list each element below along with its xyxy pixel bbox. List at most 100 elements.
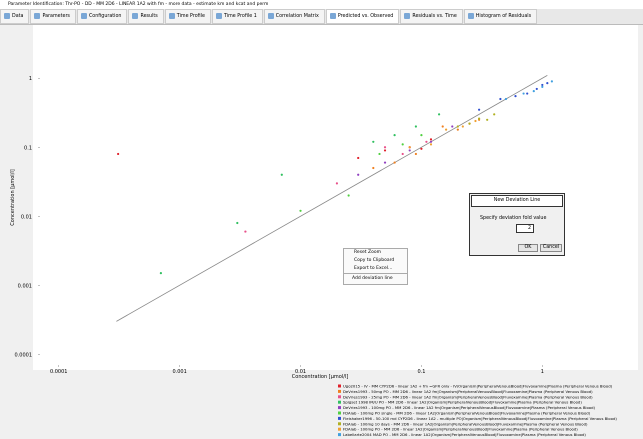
y-tick-label: 0.001: [18, 283, 32, 289]
legend-label: FDAlab - 100mg 10 days - MM 2D6 - linear…: [343, 421, 588, 426]
point: [372, 166, 375, 170]
point: [244, 230, 247, 233]
point: [478, 117, 481, 120]
point: [117, 152, 120, 156]
tab[interactable]: Data: [0, 9, 30, 24]
point: [347, 194, 350, 197]
tab[interactable]: Correlation Matrix: [263, 9, 325, 24]
cancel-button[interactable]: Cancel: [540, 244, 562, 252]
legend-label: Labellarte2004 MAD PO - MM 2D6 - linear …: [343, 432, 586, 437]
legend-label: Fleishaker1996 - 50-100 md CYP2D6 - line…: [343, 416, 617, 421]
point: [372, 140, 375, 143]
point: [456, 125, 459, 128]
point: [499, 97, 502, 101]
point: [408, 149, 411, 152]
point: [378, 152, 381, 156]
point: [456, 128, 459, 131]
ok-button[interactable]: OK: [518, 244, 538, 252]
point: [451, 125, 454, 128]
x-tick-label: 0.0001: [50, 369, 68, 375]
y-tick-label: 0.1: [24, 145, 32, 151]
point: [429, 143, 433, 146]
point: [401, 143, 404, 146]
legend-label: FDAlab - 100mg PO - MM 2D6 - linear 1A2|…: [343, 427, 578, 432]
tab[interactable]: Time Profile: [164, 9, 211, 24]
point: [414, 125, 417, 128]
point: [474, 119, 477, 123]
point: [393, 161, 396, 164]
point: [236, 221, 239, 225]
point: [441, 125, 444, 128]
point: [514, 95, 517, 98]
menu-item[interactable]: Copy to Clipboard: [354, 258, 395, 263]
menu-item[interactable]: Export to Excel...: [354, 266, 393, 271]
point: [535, 87, 538, 91]
dialog-prompt: Specify deviation fold value: [480, 216, 547, 221]
point: [159, 272, 162, 275]
point: [546, 82, 549, 85]
point: [504, 97, 508, 101]
point: [478, 108, 481, 111]
menu-item[interactable]: Reset Zoom: [354, 250, 381, 255]
tab[interactable]: Histogram of Residuals: [463, 9, 538, 24]
y-axis-label: Concentration [µmol/l]: [10, 169, 16, 225]
tab[interactable]: Parameters: [30, 9, 76, 24]
legend-swatch: [338, 384, 341, 388]
point: [414, 152, 417, 156]
point: [468, 122, 471, 125]
x-tick-label: 1: [541, 369, 544, 375]
tab[interactable]: Results: [128, 9, 164, 24]
tab[interactable]: Predicted vs. Observed: [325, 9, 400, 24]
point: [420, 134, 423, 137]
point: [280, 173, 283, 176]
point: [408, 146, 411, 149]
y-tick-label: 0.01: [21, 214, 32, 220]
legend-label: FDAlab - 100mg PO single - MM 2D6 - line…: [343, 411, 591, 416]
legend-swatch: [338, 427, 341, 431]
legend-swatch: [338, 400, 341, 404]
legend-label: DeVries1993 - 100mg PO - MM 2D6 - linear…: [343, 405, 596, 410]
tab[interactable]: Residuals vs. Time: [400, 9, 463, 24]
point: [357, 173, 360, 176]
point: [393, 134, 396, 137]
point: [299, 209, 302, 212]
dialog-title: New Deviation Line: [471, 195, 563, 207]
point: [383, 149, 387, 152]
y-tick-label: 0.0001: [15, 352, 33, 358]
point: [401, 152, 404, 156]
point: [437, 113, 441, 116]
point: [522, 92, 525, 95]
fold-input[interactable]: 2: [516, 224, 534, 233]
legend-swatch: [338, 395, 341, 399]
point: [532, 90, 535, 93]
context-menu: Reset Zoom Copy to Clipboard Export to Exc…: [343, 248, 408, 285]
point: [550, 80, 553, 83]
window-title: Parameter Identification: Thr-PO - DD - …: [0, 0, 643, 9]
point: [383, 146, 387, 149]
point: [526, 92, 529, 95]
legend-label: Spigset 1998 IM/U PO - MM 2D6 - linear 1…: [343, 400, 582, 405]
x-tick-label: 0.1: [417, 369, 425, 375]
point: [429, 140, 433, 143]
x-tick-label: 0.01: [295, 369, 306, 375]
legend-label: Ugo2015 - IV - MM CYP2D6 - linear 1A2 + …: [343, 384, 613, 389]
point: [357, 156, 360, 160]
point: [541, 85, 544, 88]
point: [541, 83, 544, 87]
legend-swatch: [338, 433, 341, 437]
dialog: New Deviation Line Specify deviation fol…: [469, 193, 565, 256]
point: [461, 125, 464, 128]
menu-item[interactable]: Add deviation line: [344, 273, 407, 284]
legend-swatch: [338, 389, 341, 393]
legend-swatch: [338, 411, 341, 415]
x-axis-label: Concentration [µmol/l]: [292, 374, 348, 380]
point: [420, 147, 423, 150]
point: [429, 138, 433, 141]
legend-label: DeVries1993 - 50mg PO - MM 2D6 - linear …: [343, 389, 593, 394]
tab[interactable]: Configuration: [76, 9, 128, 24]
point: [335, 182, 339, 185]
legend-label: DeVries1993 - 25mg PO - MM 2D6 - linear …: [343, 394, 593, 399]
legend-swatch: [338, 406, 341, 410]
tab[interactable]: Time Profile 1: [211, 9, 263, 24]
